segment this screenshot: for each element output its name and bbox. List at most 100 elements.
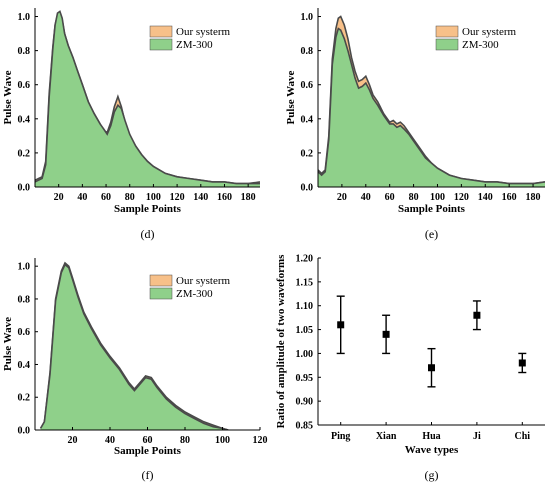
y-tick-label: 0.95 — [296, 373, 314, 384]
y-tick-label: 1.20 — [296, 254, 314, 265]
panel-label: (e) — [425, 227, 438, 241]
x-tick-label: 120 — [170, 192, 185, 203]
y-axis-label: Pulse Wave — [2, 70, 14, 124]
series-area-1 — [318, 28, 545, 187]
x-tick-label: 60 — [143, 435, 153, 446]
x-tick-label: Ping — [331, 431, 350, 442]
panel-label: (d) — [141, 227, 155, 241]
x-tick-label: 80 — [180, 435, 190, 446]
series-line-1 — [39, 263, 229, 430]
x-tick-label: 100 — [430, 192, 445, 203]
x-tick-label: 140 — [478, 192, 493, 203]
x-tick-label: 140 — [193, 192, 208, 203]
x-axis-label: Sample Points — [398, 203, 466, 215]
legend-swatch-1 — [149, 287, 173, 300]
x-tick-label: 40 — [361, 192, 371, 203]
y-axis-label: Pulse Wave — [285, 70, 297, 124]
legend-swatch-0 — [149, 274, 173, 287]
y-axis-label: Ratio of amplitude of two waveforms — [275, 254, 287, 429]
plot-area — [39, 261, 229, 430]
legend-swatch-0 — [149, 25, 173, 38]
x-tick-label: 100 — [215, 435, 230, 446]
data-point — [382, 330, 390, 338]
y-axis-label: Pulse Wave — [2, 317, 14, 371]
legend-label-0: Our systerm — [176, 26, 231, 38]
x-tick-label: 40 — [77, 192, 87, 203]
x-tick-label: 100 — [146, 192, 161, 203]
series-line-1 — [318, 27, 545, 185]
x-tick-label: Xian — [376, 431, 397, 442]
panel-d: 0.0 0.2 0.4 0.6 0.8 1.0 20 40 60 80 100 120 140 160 18… — [2, 8, 260, 241]
y-tick-label: 0.6 — [18, 327, 31, 338]
data-point — [518, 359, 526, 367]
series-area-1 — [40, 264, 229, 430]
legend-swatch-1 — [149, 38, 173, 51]
y-tick-label: 0.2 — [301, 148, 314, 159]
x-tick-label: Ji — [473, 431, 481, 442]
x-axis-label: Wave types — [405, 444, 459, 456]
y-tick-label: 0.6 — [301, 80, 314, 91]
data-point — [337, 321, 345, 329]
series-area-1 — [35, 11, 260, 187]
plot-area — [35, 10, 260, 187]
legend-label-0: Our systerm — [462, 26, 517, 38]
data-point — [473, 311, 481, 319]
y-tick-label: 1.05 — [296, 325, 314, 336]
y-tick-label: 1.00 — [296, 349, 314, 360]
panel-label: (g) — [425, 468, 439, 482]
plot-area — [318, 15, 545, 187]
y-tick-label: 1.0 — [18, 262, 31, 273]
legend-label-1: ZM-300 — [176, 39, 213, 51]
x-tick-label: 160 — [217, 192, 232, 203]
x-tick-label: 60 — [385, 192, 395, 203]
x-tick-label: Hua — [422, 431, 440, 442]
x-tick-label: 120 — [253, 435, 268, 446]
y-tick-label: 1.0 — [18, 12, 31, 23]
x-axis-label: Sample Points — [114, 445, 182, 457]
y-tick-label: 0.4 — [301, 114, 314, 125]
y-tick-label: 0.0 — [301, 183, 314, 194]
panel-label: (f) — [142, 468, 154, 482]
x-tick-label: 20 — [54, 192, 64, 203]
x-tick-label: 20 — [68, 435, 78, 446]
panel-e: 0.0 0.2 0.4 0.6 0.8 1.0 20 40 60 80 100 120 140 160 18… — [285, 8, 545, 241]
x-tick-label: 180 — [526, 192, 541, 203]
legend-label-1: ZM-300 — [462, 39, 499, 51]
y-tick-label: 0.8 — [18, 46, 31, 57]
y-tick-label: 0.0 — [18, 183, 31, 194]
x-tick-label: Chi — [515, 431, 531, 442]
y-tick-label: 0.90 — [296, 397, 314, 408]
legend-label-1: ZM-300 — [176, 288, 213, 300]
data-point — [428, 364, 435, 372]
x-axis-label: Sample Points — [114, 203, 182, 215]
y-tick-label: 1.0 — [301, 12, 314, 23]
y-tick-label: 0.0 — [18, 426, 31, 437]
legend-swatch-1 — [435, 38, 459, 51]
x-tick-label: 80 — [125, 192, 135, 203]
y-tick-label: 1.15 — [296, 277, 314, 288]
x-tick-label: 80 — [409, 192, 419, 203]
legend-label-0: Our systerm — [176, 275, 231, 287]
y-tick-label: 0.2 — [18, 148, 31, 159]
x-tick-label: 160 — [502, 192, 517, 203]
x-tick-label: 60 — [101, 192, 111, 203]
y-tick-label: 0.2 — [18, 393, 31, 404]
series-line-1 — [35, 10, 260, 185]
y-tick-label: 0.4 — [18, 114, 31, 125]
panel-g: 0.85 0.90 0.95 1.00 1.05 1.10 1.15 1.20 Ping Xian… — [275, 254, 545, 482]
x-tick-label: 20 — [337, 192, 347, 203]
x-tick-label: 40 — [105, 435, 115, 446]
legend-swatch-0 — [435, 25, 459, 38]
y-tick-label: 0.8 — [301, 46, 314, 57]
y-tick-label: 0.8 — [18, 294, 31, 305]
y-tick-label: 1.10 — [296, 301, 314, 312]
x-tick-label: 180 — [241, 192, 256, 203]
y-tick-label: 0.6 — [18, 80, 31, 91]
y-tick-label: 0.85 — [296, 421, 314, 432]
x-tick-label: 120 — [454, 192, 469, 203]
y-tick-label: 0.4 — [18, 360, 31, 371]
